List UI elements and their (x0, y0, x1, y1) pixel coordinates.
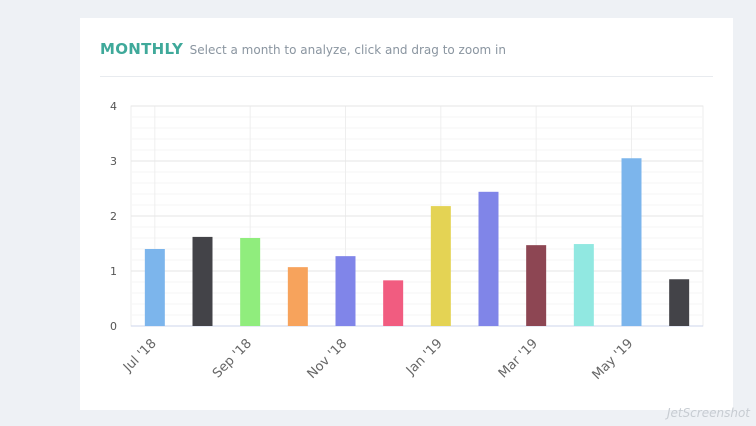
bar[interactable] (144, 249, 165, 326)
bar[interactable] (192, 236, 213, 326)
bar[interactable] (287, 267, 308, 326)
chart-subtitle: Select a month to analyze, click and dra… (189, 43, 506, 57)
bar[interactable] (240, 238, 261, 326)
x-tick-label: May '19 (590, 336, 637, 383)
bar[interactable] (526, 245, 547, 326)
y-tick-label: 4 (110, 100, 117, 113)
y-tick-label: 1 (110, 265, 117, 278)
bar[interactable] (621, 158, 642, 326)
y-tick-label: 3 (110, 155, 117, 168)
x-tick-label: Jan '19 (403, 336, 446, 379)
x-tick-label: Jul '18 (120, 336, 160, 376)
bar[interactable] (430, 206, 451, 326)
bar[interactable] (335, 256, 356, 326)
chart-title: MONTHLY (100, 40, 184, 58)
x-tick-label: Mar '19 (496, 336, 541, 381)
bar[interactable] (383, 280, 404, 326)
bar[interactable] (478, 191, 499, 326)
y-tick-label: 0 (110, 320, 117, 333)
y-tick-label: 2 (110, 210, 117, 223)
chart-header: MONTHLY Select a month to analyze, click… (100, 40, 713, 77)
x-tick-label: Nov '18 (305, 336, 351, 382)
x-tick-label: Sep '18 (210, 336, 255, 381)
bar[interactable] (669, 279, 690, 326)
bar[interactable] (573, 244, 594, 326)
watermark-text: JetScreenshot (666, 406, 750, 420)
